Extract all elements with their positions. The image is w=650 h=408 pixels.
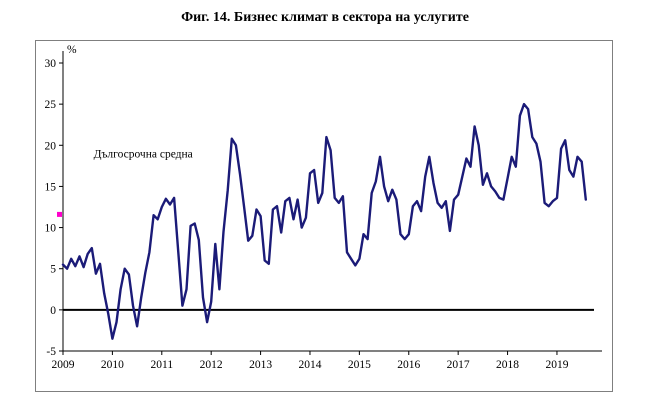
annotation-long-term-average: Дългосрочна средна	[94, 149, 193, 161]
x-tick-label: 2010	[101, 359, 124, 371]
x-tick-label: 2017	[447, 359, 470, 371]
line-chart: -5 0 5 10 15 20 25 30% 2009 2010 2011 2012 2013 2014 2…	[45, 44, 602, 371]
x-tick-label: 2013	[249, 359, 272, 371]
long-term-average-marker	[57, 211, 62, 217]
chart-area: -5 0 5 10 15 20 25 30% 2009 2010 2011 2012 2013 2014 2…	[35, 40, 613, 392]
y-tick-label: 15	[45, 181, 57, 193]
y-tick-label: 0	[50, 305, 56, 317]
x-tick-label: 2011	[151, 359, 174, 371]
y-tick-label: 10	[45, 223, 57, 235]
x-tick-label: 2016	[397, 359, 420, 371]
x-tick-label: 2015	[348, 359, 371, 371]
x-tick-label: 2009	[52, 359, 75, 371]
x-tick-label: 2012	[200, 359, 223, 371]
y-tick-label: 25	[45, 99, 57, 111]
series-line-business-climate	[61, 102, 587, 340]
x-tick-label: 2018	[496, 359, 519, 371]
y-tick-label: 30	[45, 58, 57, 70]
chart-title: Фиг. 14. Бизнес климат в сектора на услу…	[181, 10, 469, 25]
y-axis-unit-label: %	[67, 44, 77, 56]
y-tick-label: 5	[50, 264, 56, 276]
y-tick-label: 20	[45, 140, 57, 152]
y-tick-label: -5	[46, 346, 56, 358]
x-tick-label: 2019	[545, 359, 568, 371]
x-tick-label: 2014	[298, 359, 321, 371]
